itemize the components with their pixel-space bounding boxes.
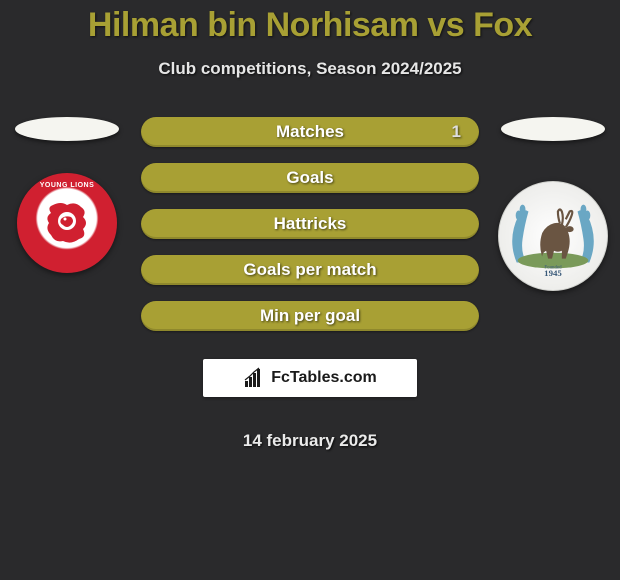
stat-label: Goals per match bbox=[243, 260, 376, 280]
stat-row-matches: Matches 1 bbox=[141, 117, 479, 147]
right-column: 1945 Founded bbox=[498, 117, 608, 291]
stat-label: Goals bbox=[286, 168, 333, 188]
stat-row-min-per-goal: Min per goal bbox=[141, 301, 479, 331]
stat-label: Hattricks bbox=[274, 214, 347, 234]
brand-text: FcTables.com bbox=[271, 369, 377, 387]
stat-label: Min per goal bbox=[260, 306, 360, 326]
stat-row-hattricks: Hattricks bbox=[141, 209, 479, 239]
left-column: YOUNG LIONS bbox=[12, 117, 122, 273]
stat-row-goals-per-match: Goals per match bbox=[141, 255, 479, 285]
stat-value-right: 1 bbox=[452, 122, 461, 142]
deer-badge-icon: 1945 Founded bbox=[499, 181, 607, 291]
stat-row-goals: Goals bbox=[141, 163, 479, 193]
page-subtitle: Club competitions, Season 2024/2025 bbox=[158, 59, 461, 79]
team-badge-right: 1945 Founded bbox=[498, 181, 608, 291]
badge-left-text: YOUNG LIONS bbox=[20, 182, 114, 189]
team-badge-left: YOUNG LIONS bbox=[17, 173, 117, 273]
comparison-card: Hilman bin Norhisam vs Fox Club competit… bbox=[0, 0, 620, 451]
brand-box[interactable]: FcTables.com bbox=[203, 359, 417, 397]
stats-column: Matches 1 Goals Hattricks Goals per matc… bbox=[140, 117, 480, 451]
svg-text:Founded: Founded bbox=[544, 265, 562, 270]
lion-icon bbox=[41, 197, 93, 249]
player-oval-right bbox=[501, 117, 605, 141]
stat-label: Matches bbox=[276, 122, 344, 142]
bar-chart-icon bbox=[243, 367, 265, 389]
main-row: YOUNG LIONS Matches 1 Goals bbox=[0, 117, 620, 451]
player-oval-left bbox=[15, 117, 119, 141]
date-text: 14 february 2025 bbox=[243, 431, 377, 451]
page-title: Hilman bin Norhisam vs Fox bbox=[88, 6, 532, 45]
